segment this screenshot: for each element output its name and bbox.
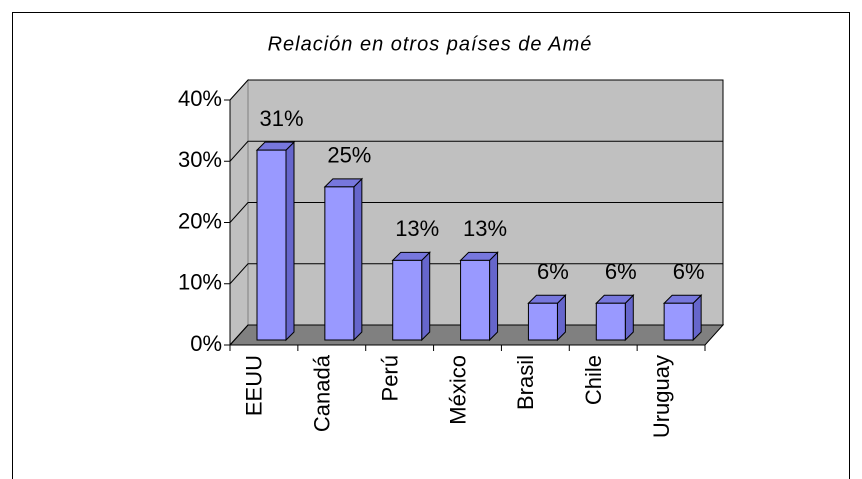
x-tick-label: Uruguay	[649, 355, 674, 438]
y-tick-label: 10%	[178, 270, 222, 295]
value-label: 31%	[259, 106, 303, 131]
x-tick-label: Chile	[581, 355, 606, 405]
bar	[391, 251, 431, 342]
y-tick-label: 40%	[178, 86, 222, 111]
value-label: 6%	[673, 259, 705, 284]
x-tick-label: México	[445, 355, 470, 425]
value-label: 6%	[537, 259, 569, 284]
bar-front	[256, 149, 287, 341]
bar-front	[460, 259, 491, 341]
grid-line	[229, 202, 723, 223]
bar	[662, 294, 703, 342]
x-tick-label: Perú	[377, 355, 402, 401]
value-label: 25%	[327, 143, 371, 168]
bar-front	[663, 302, 694, 341]
value-label: 13%	[395, 216, 439, 241]
bar-side	[353, 177, 363, 342]
bar	[323, 177, 364, 342]
chart-title: Relación en otros países de Amé	[268, 33, 593, 55]
x-tick-label: Brasil	[513, 355, 538, 410]
value-label: 13%	[463, 216, 507, 241]
bar	[595, 294, 635, 342]
x-tick-label: Canadá	[310, 354, 335, 432]
value-label: 6%	[605, 259, 637, 284]
y-tick-label: 30%	[178, 147, 222, 172]
bar-front	[392, 259, 423, 341]
bar	[459, 251, 499, 342]
bar-front	[595, 302, 626, 341]
bar-side	[489, 251, 499, 342]
bar	[255, 140, 296, 342]
bar	[527, 294, 567, 342]
bar-side	[421, 251, 431, 342]
grid-line	[229, 140, 723, 162]
bar-front	[324, 186, 355, 341]
y-tick-label: 0%	[190, 331, 222, 356]
grid-line	[229, 263, 723, 285]
x-tick-label: EEUU	[242, 355, 267, 416]
bar-side	[285, 140, 295, 342]
y-tick-label: 20%	[178, 208, 222, 233]
bar-front	[527, 302, 558, 341]
grid-line	[229, 79, 723, 101]
